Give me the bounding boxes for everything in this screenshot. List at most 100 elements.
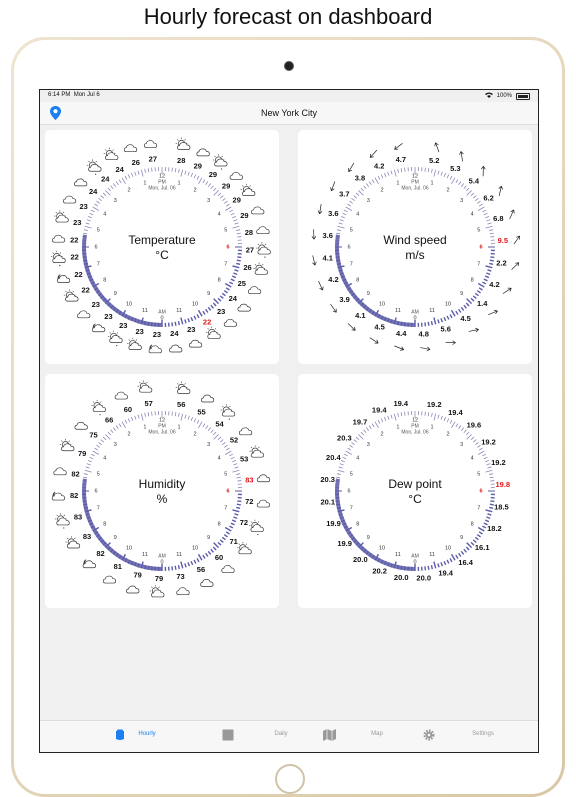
tab-settings[interactable]: Settings xyxy=(395,721,519,753)
value-label: 28 xyxy=(245,228,253,237)
weather-icon xyxy=(150,585,164,597)
weather-icon xyxy=(127,338,141,350)
hour-label: 4 xyxy=(103,211,106,217)
wind-direction-arrow-icon xyxy=(488,309,499,316)
value-label: 23 xyxy=(73,218,81,227)
weather-icon xyxy=(201,395,214,402)
value-label: 54 xyxy=(215,419,224,428)
value-label: 20.1 xyxy=(320,497,335,506)
hour-label: 6 xyxy=(226,488,229,494)
card-unit: °C xyxy=(155,248,169,262)
hour-label: 4 xyxy=(218,455,221,461)
card-unit: % xyxy=(157,492,168,506)
wind-direction-arrow-icon xyxy=(394,344,405,351)
value-label: 23 xyxy=(153,330,161,339)
value-label: 4.7 xyxy=(396,155,406,164)
weather-icon xyxy=(52,492,65,500)
value-label: 20.3 xyxy=(337,434,352,443)
value-label: 79 xyxy=(133,571,141,580)
value-label: 24 xyxy=(229,294,238,303)
midnight-label: 0 xyxy=(160,559,163,565)
hour-label: 5 xyxy=(224,227,227,233)
hour-label: 4 xyxy=(356,211,359,217)
hour-label: 2 xyxy=(127,187,130,193)
weather-icon xyxy=(224,319,237,326)
weather-icon xyxy=(251,207,264,214)
wind-direction-arrow-icon xyxy=(318,204,324,215)
midnight-label: 0 xyxy=(413,559,416,565)
value-label: 5.2 xyxy=(429,156,439,165)
hour-label: 10 xyxy=(192,302,198,308)
weather-icon xyxy=(108,331,122,346)
card-title: Temperature xyxy=(128,233,196,247)
hour-label: 1 xyxy=(431,181,434,187)
hour-label: 7 xyxy=(224,262,227,268)
hour-label: 7 xyxy=(350,262,353,268)
location-title: New York City xyxy=(40,108,538,118)
weather-icon xyxy=(177,588,190,595)
hour-label: 4 xyxy=(471,455,474,461)
hour-label: 8 xyxy=(471,521,474,527)
value-label: 4.2 xyxy=(328,275,338,284)
am-label: AM xyxy=(158,309,166,315)
value-label: 27 xyxy=(149,154,157,163)
value-label: 56 xyxy=(197,565,205,574)
weather-icon xyxy=(83,560,96,568)
hour-label: 2 xyxy=(193,187,196,193)
wind-direction-arrow-icon xyxy=(330,181,337,192)
weather-icon xyxy=(115,392,128,399)
camera-icon xyxy=(284,61,294,71)
wind-direction-arrow-icon xyxy=(311,255,317,266)
value-label: 82 xyxy=(71,470,79,479)
hour-label: 9 xyxy=(367,535,370,541)
home-button[interactable] xyxy=(275,764,305,794)
hour-label: 3 xyxy=(207,198,210,204)
weather-icon xyxy=(124,145,137,152)
value-label: 4.4 xyxy=(396,329,407,338)
value-label: 22 xyxy=(70,253,78,262)
hour-label: 2 xyxy=(127,431,130,437)
weather-icon xyxy=(213,154,227,169)
value-label: 18.2 xyxy=(487,524,502,533)
current-value-label: 83 xyxy=(245,476,253,485)
weather-icon xyxy=(92,324,105,332)
wind-direction-arrow-icon xyxy=(329,303,338,313)
card-title: Wind speed xyxy=(383,233,446,247)
value-label: 26 xyxy=(243,263,251,272)
value-label: 82 xyxy=(70,491,78,500)
value-label: 19.9 xyxy=(337,539,352,548)
hour-label: 3 xyxy=(114,198,117,204)
value-label: 26 xyxy=(132,158,140,167)
value-label: 19.4 xyxy=(438,568,453,577)
value-label: 82 xyxy=(96,549,104,558)
weather-icon xyxy=(64,289,78,301)
hour-label: 2 xyxy=(446,187,449,193)
hour-label: 10 xyxy=(379,546,385,552)
hour-label: 3 xyxy=(367,198,370,204)
hour-label: 1 xyxy=(143,425,146,431)
value-label: 3.8 xyxy=(355,173,365,182)
hour-label: 1 xyxy=(396,181,399,187)
weather-icon xyxy=(169,345,182,352)
value-label: 29 xyxy=(209,170,217,179)
status-date: Mon Jul 6 xyxy=(74,92,100,98)
value-label: 23 xyxy=(187,325,195,334)
value-label: 4.5 xyxy=(374,323,384,332)
weather-icon xyxy=(249,520,263,535)
tab-hourly[interactable]: Hourly xyxy=(70,721,194,753)
hour-label: 8 xyxy=(103,521,106,527)
value-label: 3.9 xyxy=(339,295,349,304)
wind-direction-arrow-icon xyxy=(347,162,356,173)
value-label: 20.2 xyxy=(372,567,387,576)
wind-direction-arrow-icon xyxy=(459,151,465,162)
weather-icon xyxy=(77,311,90,318)
hour-label: 6 xyxy=(94,488,97,494)
value-label: 79 xyxy=(155,574,163,583)
value-label: 19.9 xyxy=(326,519,341,528)
weather-icon xyxy=(222,565,235,572)
weather-icon xyxy=(104,148,118,160)
